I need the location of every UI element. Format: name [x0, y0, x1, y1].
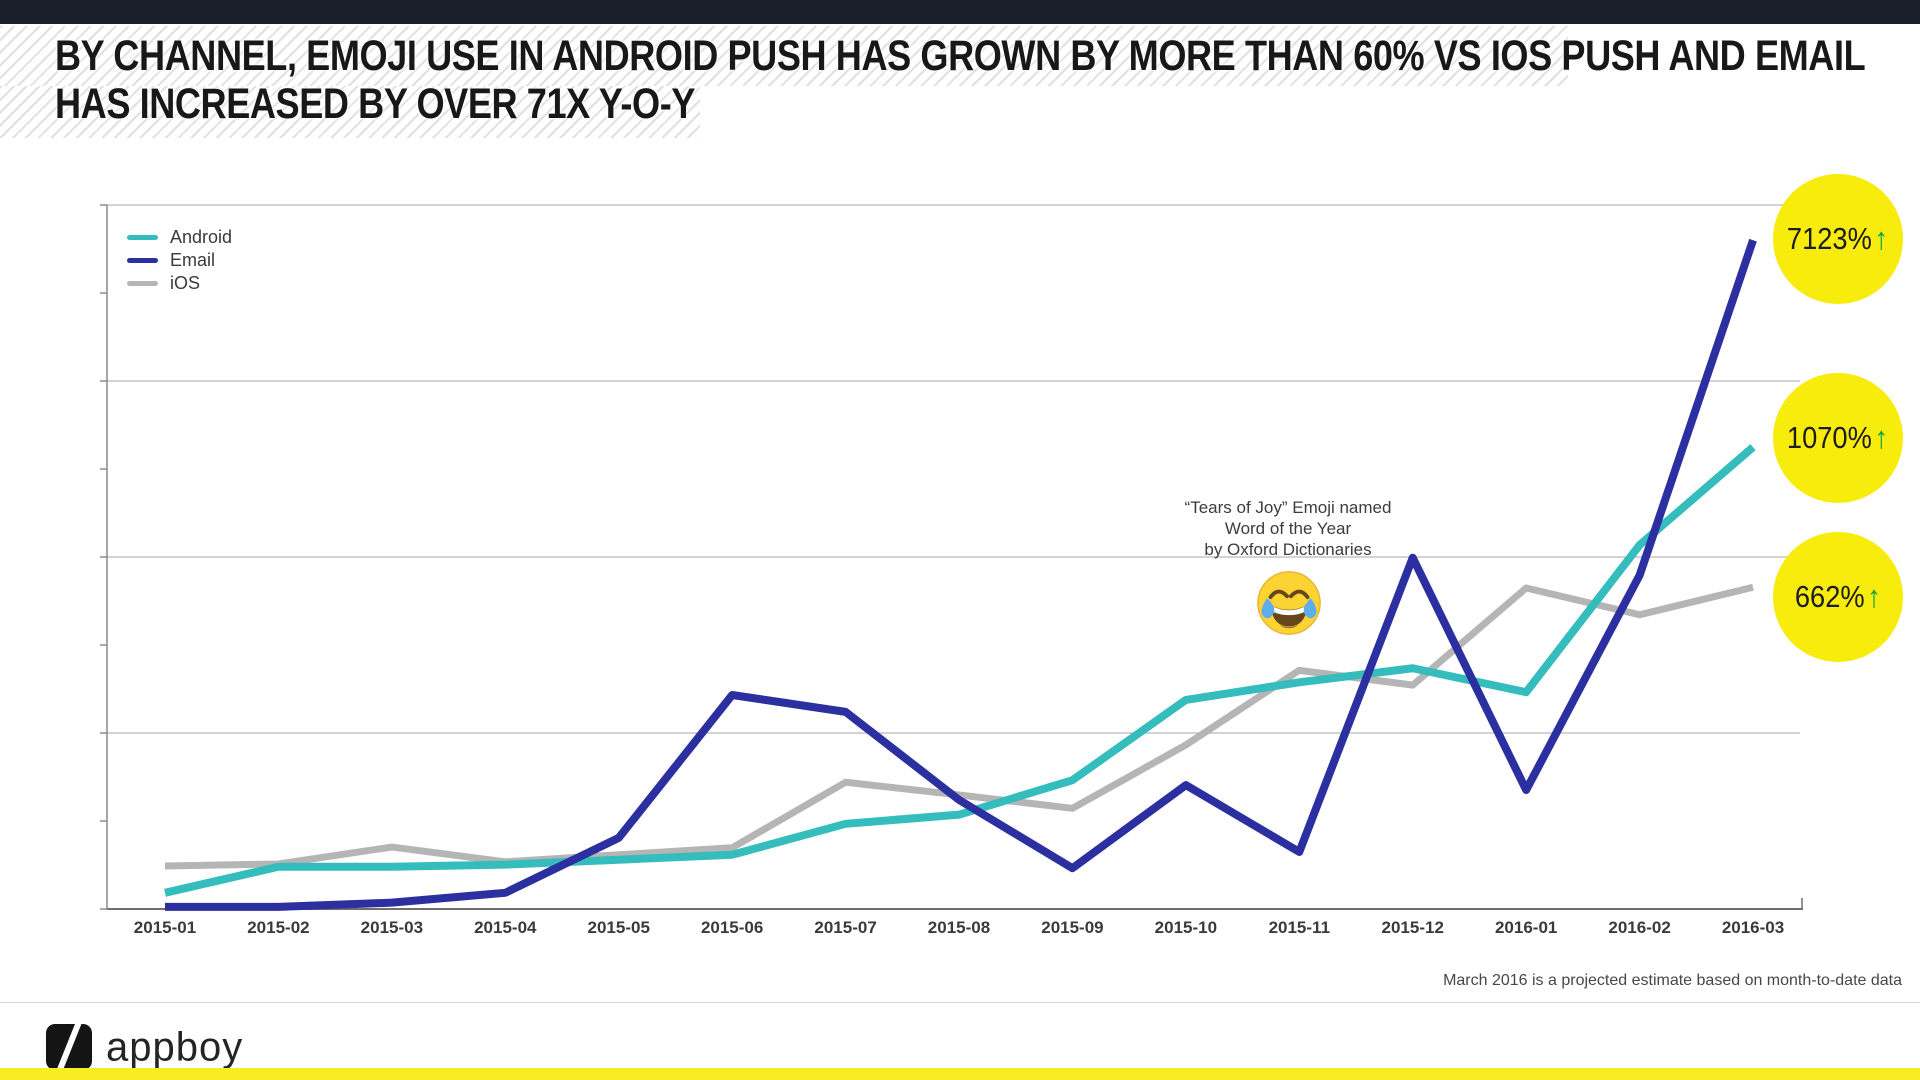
x-axis-label: 2015-09 — [1041, 918, 1104, 937]
bottom-accent-bar — [0, 1068, 1920, 1080]
annotation-line2: Word of the Year — [1224, 519, 1352, 538]
x-axis-label: 2016-02 — [1608, 918, 1671, 937]
x-axis-label: 2016-03 — [1721, 918, 1785, 937]
tears-of-joy-emoji — [1254, 568, 1324, 638]
android-growth-callout: 1070%↑ — [1773, 373, 1903, 503]
email-line-swatch — [127, 258, 158, 263]
x-axis-label: 2015-05 — [587, 918, 650, 937]
ios-series-line — [164, 583, 1754, 870]
title-hatch-band-2 — [0, 86, 700, 138]
legend-label-email: Email — [170, 250, 216, 270]
footer-divider — [0, 1002, 1920, 1003]
email-growth-callout: 7123%↑ — [1773, 174, 1903, 304]
annotation-line1: “Tears of Joy” Emoji named — [1184, 498, 1392, 517]
x-axis-label: 2015-07 — [814, 918, 877, 937]
annotation-line3: by Oxford Dictionaries — [1204, 540, 1372, 559]
x-axis-label: 2015-10 — [1154, 918, 1218, 937]
x-axis-label: 2015-08 — [927, 918, 991, 937]
x-axis-label: 2015-12 — [1381, 918, 1444, 937]
appboy-logo-icon — [46, 1024, 92, 1070]
word-of-the-year-annotation: “Tears of Joy” Emoji named Word of the Y… — [1185, 497, 1392, 560]
up-arrow-icon: ↑ — [1874, 420, 1889, 455]
x-axis-label: 2015-01 — [133, 918, 197, 937]
legend-item-ios: iOS — [127, 272, 232, 295]
legend-item-android: Android — [127, 226, 232, 249]
email-series-line — [165, 238, 1757, 911]
x-axis-label: 2015-03 — [360, 918, 424, 937]
email-growth-value: 7123% — [1787, 221, 1873, 256]
ios-line-swatch — [127, 281, 158, 286]
legend-item-email: Email — [127, 249, 232, 272]
projection-footnote: March 2016 is a projected estimate based… — [1443, 972, 1902, 989]
up-arrow-icon: ↑ — [1874, 221, 1889, 256]
x-axis-label: 2015-06 — [700, 918, 764, 937]
appboy-wordmark: appboy — [106, 1024, 244, 1069]
x-axis-label: 2015-04 — [474, 918, 537, 937]
legend-label-ios: iOS — [170, 273, 201, 293]
chart-legend: Android Email iOS — [127, 226, 232, 295]
ios-growth-value: 662% — [1794, 579, 1865, 614]
x-axis-label: 2015-02 — [247, 918, 310, 937]
title-hatch-band-1 — [0, 26, 1568, 86]
top-accent-bar — [0, 0, 1920, 24]
android-line-swatch — [127, 235, 158, 240]
appboy-logo: appboy — [46, 1024, 243, 1070]
slide-title-line1: BY CHANNEL, EMOJI USE IN ANDROID PUSH HA… — [55, 32, 1866, 80]
android-growth-value: 1070% — [1787, 420, 1873, 455]
android-series-line — [164, 444, 1756, 897]
x-axis-label: 2016-01 — [1494, 918, 1558, 937]
slide-title-line2: HAS INCREASED BY OVER 71X Y-O-Y — [55, 80, 696, 128]
x-axis-label: 2015-11 — [1268, 918, 1331, 937]
ios-growth-callout: 662%↑ — [1773, 532, 1903, 662]
legend-label-android: Android — [170, 227, 233, 247]
up-arrow-icon: ↑ — [1867, 579, 1882, 614]
